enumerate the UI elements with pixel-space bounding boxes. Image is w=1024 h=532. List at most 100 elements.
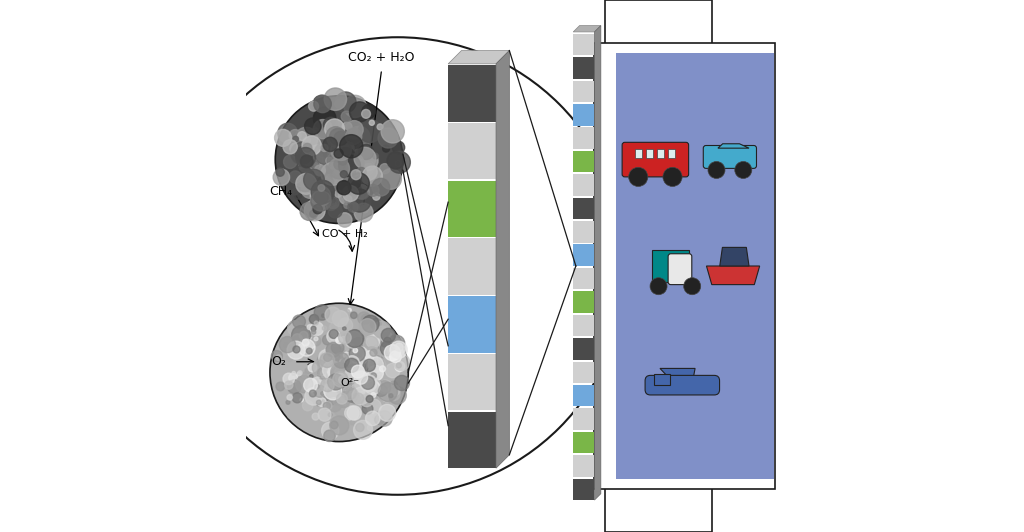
Circle shape — [321, 387, 339, 405]
Circle shape — [310, 186, 331, 206]
Circle shape — [348, 377, 357, 386]
Circle shape — [293, 346, 300, 353]
Circle shape — [350, 394, 360, 403]
Circle shape — [284, 343, 289, 347]
Circle shape — [336, 167, 341, 172]
Circle shape — [331, 160, 339, 169]
Circle shape — [357, 161, 370, 173]
Circle shape — [307, 325, 312, 330]
Circle shape — [370, 349, 377, 356]
Circle shape — [338, 200, 352, 214]
Circle shape — [325, 119, 344, 139]
Circle shape — [340, 144, 354, 157]
Circle shape — [302, 401, 313, 411]
Circle shape — [326, 196, 335, 206]
Circle shape — [303, 137, 310, 144]
Circle shape — [317, 353, 334, 369]
Circle shape — [331, 363, 350, 381]
Circle shape — [334, 154, 344, 164]
Circle shape — [308, 101, 318, 111]
Bar — [635, 149, 642, 158]
Circle shape — [285, 381, 293, 389]
Circle shape — [377, 411, 392, 426]
Circle shape — [362, 166, 382, 186]
Circle shape — [284, 155, 297, 169]
Circle shape — [313, 120, 333, 139]
Circle shape — [345, 370, 348, 373]
Circle shape — [311, 336, 321, 346]
Circle shape — [358, 145, 374, 160]
Circle shape — [336, 337, 343, 344]
Circle shape — [298, 131, 306, 140]
Circle shape — [332, 368, 342, 379]
Circle shape — [396, 363, 401, 368]
Circle shape — [306, 348, 312, 354]
Circle shape — [316, 401, 321, 406]
Circle shape — [318, 408, 331, 421]
Circle shape — [343, 352, 349, 358]
Circle shape — [374, 411, 385, 422]
FancyBboxPatch shape — [668, 254, 692, 285]
Circle shape — [333, 363, 348, 379]
Circle shape — [314, 337, 317, 341]
Circle shape — [294, 169, 316, 192]
Circle shape — [328, 375, 336, 383]
Bar — [595, 43, 775, 489]
Circle shape — [355, 423, 364, 431]
Circle shape — [333, 158, 342, 167]
Circle shape — [389, 335, 404, 351]
Circle shape — [663, 167, 682, 186]
Circle shape — [345, 353, 351, 360]
Circle shape — [381, 120, 404, 143]
Circle shape — [314, 95, 332, 113]
Circle shape — [296, 173, 316, 194]
Circle shape — [304, 338, 315, 349]
Circle shape — [341, 180, 361, 201]
Circle shape — [388, 151, 411, 173]
Bar — [573, 198, 595, 219]
Circle shape — [295, 193, 301, 199]
Circle shape — [344, 95, 367, 118]
Circle shape — [348, 308, 351, 312]
Circle shape — [315, 385, 319, 389]
Circle shape — [348, 173, 370, 194]
Circle shape — [353, 372, 372, 391]
Circle shape — [343, 381, 349, 388]
Circle shape — [335, 369, 343, 377]
Circle shape — [311, 330, 315, 334]
Circle shape — [275, 96, 402, 223]
Circle shape — [341, 358, 352, 369]
Text: CO + H₂: CO + H₂ — [322, 229, 368, 239]
Circle shape — [332, 165, 340, 173]
Circle shape — [388, 386, 407, 404]
Circle shape — [326, 343, 341, 357]
Circle shape — [274, 129, 292, 146]
Circle shape — [335, 190, 342, 197]
Circle shape — [350, 203, 359, 212]
Circle shape — [380, 164, 390, 174]
Circle shape — [360, 390, 366, 395]
Circle shape — [283, 140, 297, 154]
Circle shape — [368, 368, 372, 372]
Circle shape — [300, 398, 303, 402]
Circle shape — [341, 309, 350, 318]
Circle shape — [318, 350, 335, 365]
Bar — [573, 409, 595, 430]
Circle shape — [378, 383, 397, 402]
Circle shape — [335, 148, 344, 157]
Circle shape — [324, 117, 338, 132]
Circle shape — [312, 413, 319, 420]
Circle shape — [328, 152, 345, 170]
Circle shape — [708, 161, 725, 178]
Circle shape — [283, 373, 295, 385]
Circle shape — [317, 367, 331, 380]
Circle shape — [342, 159, 349, 166]
Circle shape — [273, 169, 290, 186]
Circle shape — [337, 369, 342, 375]
Circle shape — [311, 161, 319, 169]
Bar — [573, 81, 595, 102]
Circle shape — [270, 303, 409, 442]
Circle shape — [368, 425, 373, 430]
Circle shape — [378, 381, 391, 394]
Circle shape — [330, 320, 345, 335]
